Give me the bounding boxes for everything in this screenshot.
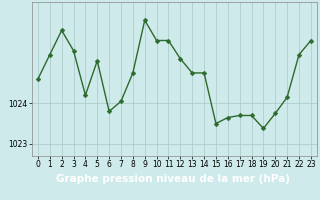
Text: Graphe pression niveau de la mer (hPa): Graphe pression niveau de la mer (hPa) [56, 174, 290, 184]
